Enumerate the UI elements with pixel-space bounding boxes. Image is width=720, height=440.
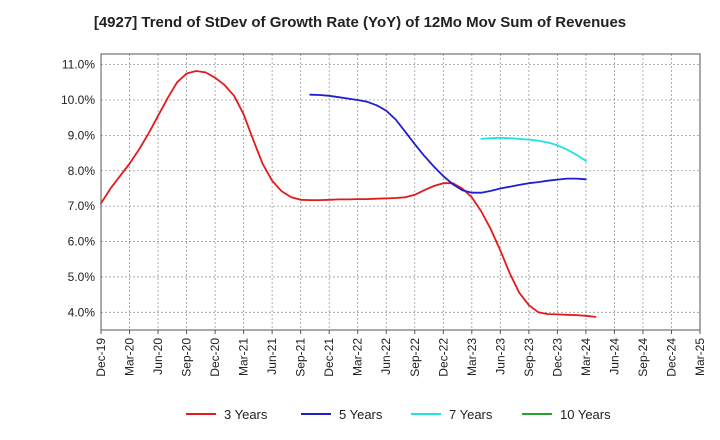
x-tick-label: Jun-23 <box>493 338 507 375</box>
x-tick-label: Sep-24 <box>636 338 650 377</box>
x-tick-label: Mar-24 <box>579 338 593 376</box>
x-tick-label: Sep-23 <box>522 338 536 377</box>
x-tick-label: Mar-20 <box>123 338 137 376</box>
x-tick-label: Dec-24 <box>664 338 678 377</box>
x-tick-label: Mar-21 <box>237 338 251 376</box>
x-tick-label: Jun-24 <box>607 338 621 375</box>
legend-label-5-years: 5 Years <box>339 407 383 422</box>
legend-label-7-years: 7 Years <box>449 407 493 422</box>
y-tick-label: 8.0% <box>68 164 96 178</box>
x-tick-label: Dec-20 <box>208 338 222 377</box>
x-tick-label: Mar-22 <box>351 338 365 376</box>
plot-area <box>101 54 700 330</box>
series-line-5-years <box>309 93 587 194</box>
x-tick-label: Jun-20 <box>151 338 165 375</box>
x-tick-label: Mar-25 <box>693 338 707 376</box>
y-tick-label: 5.0% <box>68 270 96 284</box>
x-tick-label: Jun-21 <box>265 338 279 375</box>
x-tick-label: Dec-23 <box>550 338 564 377</box>
plot-frame <box>100 53 701 331</box>
legend-label-3-years: 3 Years <box>224 407 268 422</box>
y-tick-label: 7.0% <box>68 199 96 213</box>
y-tick-label: 10.0% <box>61 93 95 107</box>
series-line-3-years <box>100 70 597 318</box>
chart-title: [4927] Trend of StDev of Growth Rate (Yo… <box>93 14 627 31</box>
legend-label-10-years: 10 Years <box>560 407 611 422</box>
x-tick-label: Mar-23 <box>465 338 479 376</box>
x-tick-label: Sep-21 <box>294 338 308 377</box>
x-tick-label: Dec-22 <box>436 338 450 377</box>
x-tick-label: Sep-22 <box>408 338 422 377</box>
y-tick-label: 9.0% <box>68 128 96 142</box>
x-tick-label: Dec-19 <box>94 338 108 377</box>
x-tick-label: Jun-22 <box>379 338 393 375</box>
x-tick-label: Dec-21 <box>322 338 336 377</box>
y-tick-label: 6.0% <box>68 235 96 249</box>
x-tick-label: Sep-20 <box>180 338 194 377</box>
y-tick-label: 11.0% <box>62 58 95 72</box>
y-tick-label: 4.0% <box>68 305 96 319</box>
series-line-7-years <box>480 136 587 162</box>
